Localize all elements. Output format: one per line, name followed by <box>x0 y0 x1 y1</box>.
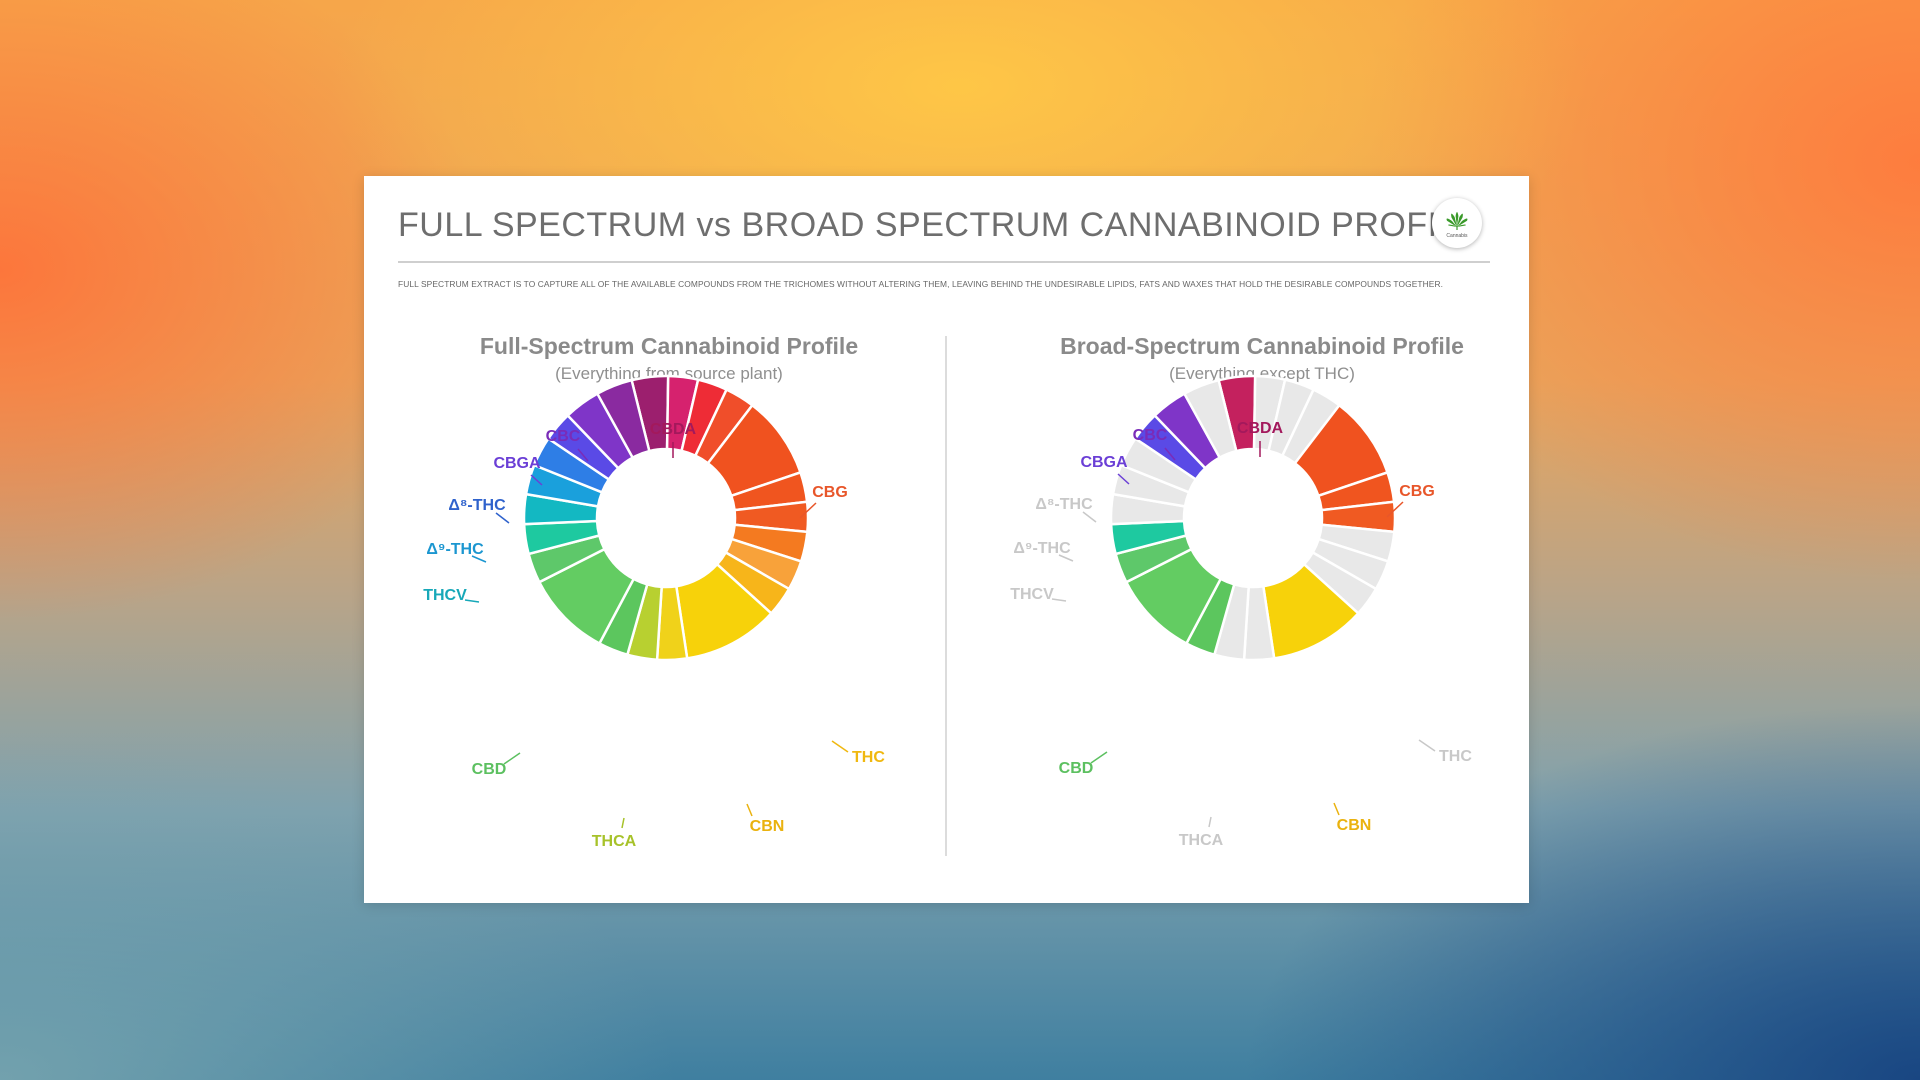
intro-text: FULL SPECTRUM EXTRACT IS TO CAPTURE ALL … <box>398 279 1444 289</box>
leader-line-2 <box>831 740 849 753</box>
leader-line-6 <box>1051 598 1067 602</box>
segment-label: CBG <box>1399 483 1435 500</box>
donut-segment-22 <box>595 378 651 460</box>
segment-label: CBG <box>812 484 848 501</box>
brand-logo: Cannabis <box>1432 198 1482 248</box>
leader-line-9 <box>530 474 543 486</box>
donut-segment-22 <box>1182 378 1238 460</box>
segment-label: THCA <box>1179 832 1224 849</box>
segment-label: CBDA <box>650 421 697 438</box>
leader-line-4 <box>621 817 625 829</box>
segment-label: CBN <box>750 818 785 835</box>
broad-spectrum-donut-chart: CBDA CBG THC CBN THCA CBD THCV Δ⁹-THC Δ⁸-THC CBGA… <box>1010 374 1472 849</box>
leader-line-10 <box>577 448 589 462</box>
segment-label: CBGA <box>493 455 541 472</box>
segment-label: CBC <box>1133 427 1168 444</box>
title-divider <box>398 261 1490 263</box>
full-spectrum-donut-chart: CBDA CBG THC CBN THCA CBD THCV Δ⁹-THC Δ⁸-THC CBGA… <box>423 374 885 850</box>
leader-line-3 <box>746 803 753 817</box>
full-spectrum-title: Full-Spectrum Cannabinoid Profile <box>479 333 859 359</box>
segment-label: Δ⁸-THC <box>448 497 506 514</box>
leader-line-7 <box>471 555 487 563</box>
leader-line-6 <box>464 599 480 603</box>
segment-label: CBC <box>546 428 581 445</box>
segment-label: THC <box>852 749 885 766</box>
segment-label: Δ⁸-THC <box>1035 496 1093 513</box>
leader-line-2 <box>1418 739 1436 752</box>
full-spectrum-subtitle: (Everything from source plant) <box>555 364 783 383</box>
segment-label: THCV <box>1010 586 1054 603</box>
infographic-title: FULL SPECTRUM vs BROAD SPECTRUM CANNABIN… <box>398 206 1481 244</box>
leader-line-8 <box>495 512 510 524</box>
segment-label: Δ⁹-THC <box>426 541 484 558</box>
leader-line-3 <box>1333 802 1340 816</box>
segment-label: CBN <box>1337 817 1372 834</box>
segment-label: THCA <box>592 833 637 850</box>
leader-line-5 <box>1090 751 1108 764</box>
segment-label: THC <box>1439 748 1472 765</box>
segment-label: Δ⁹-THC <box>1013 540 1071 557</box>
segment-label: CBD <box>472 761 507 778</box>
leader-line-9 <box>1117 473 1130 485</box>
leader-line-5 <box>503 752 521 765</box>
segment-label: CBDA <box>1237 420 1284 437</box>
segment-label: CBGA <box>1080 454 1128 471</box>
panel-divider <box>945 336 947 856</box>
broad-spectrum-subtitle: (Everything except THC) <box>1169 364 1355 383</box>
leader-line-4 <box>1208 816 1212 828</box>
segment-label: CBD <box>1059 760 1094 777</box>
segment-label: THCV <box>423 587 467 604</box>
leader-line-7 <box>1058 554 1074 562</box>
leader-line-1 <box>1386 501 1404 518</box>
infographic-card: FULL SPECTRUM vs BROAD SPECTRUM CANNABIN… <box>364 176 1529 903</box>
leader-line-10 <box>1164 447 1176 461</box>
broad-spectrum-title: Broad-Spectrum Cannabinoid Profile <box>1060 333 1464 359</box>
cannabis-leaf-icon <box>1446 212 1468 230</box>
leader-line-8 <box>1082 511 1097 523</box>
logo-text: Cannabis <box>1446 233 1468 239</box>
leader-line-1 <box>799 502 817 519</box>
